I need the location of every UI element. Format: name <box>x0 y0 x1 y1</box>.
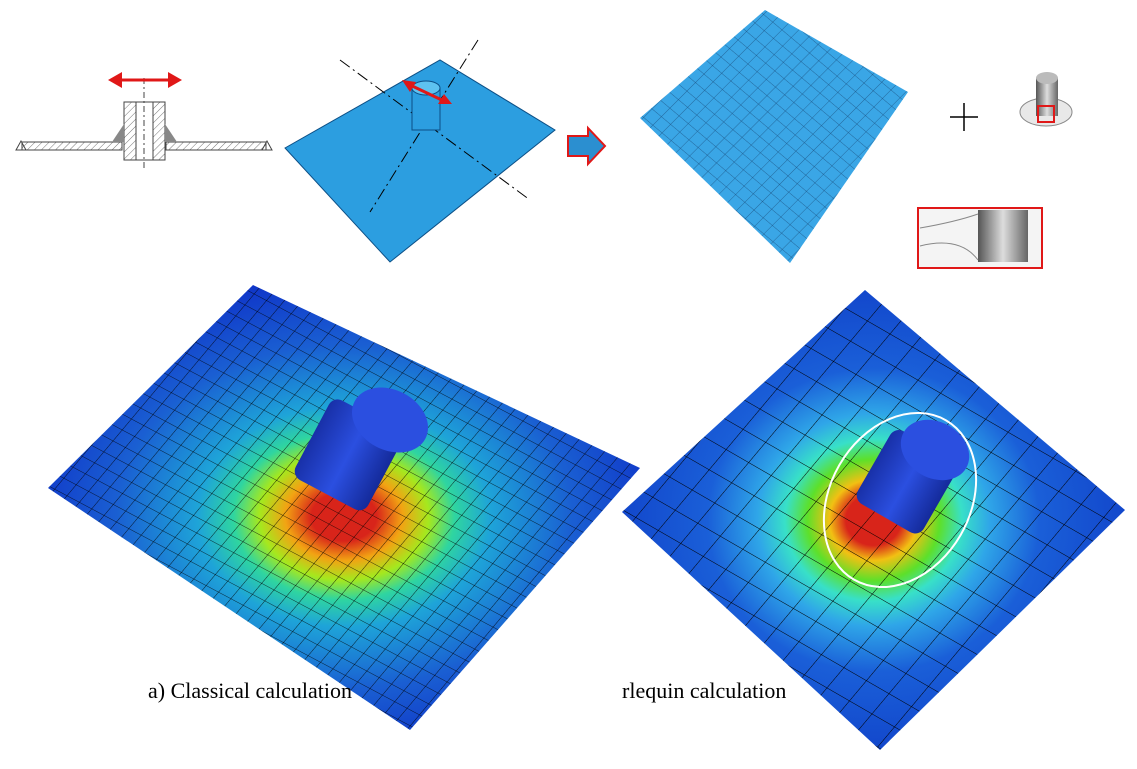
plate-model <box>285 40 555 262</box>
figure: a) Classical calculation rlequin calcula… <box>0 0 1137 769</box>
global-mesh <box>630 0 920 270</box>
local-patch <box>1020 72 1072 126</box>
zoom-inset <box>918 208 1042 268</box>
classical-result <box>40 280 650 740</box>
caption-classical: a) Classical calculation <box>148 678 352 703</box>
section-sketch <box>16 72 272 168</box>
process-arrow <box>568 128 605 164</box>
caption-arlequin: rlequin calculation <box>622 678 786 703</box>
plus-sign <box>950 103 978 131</box>
